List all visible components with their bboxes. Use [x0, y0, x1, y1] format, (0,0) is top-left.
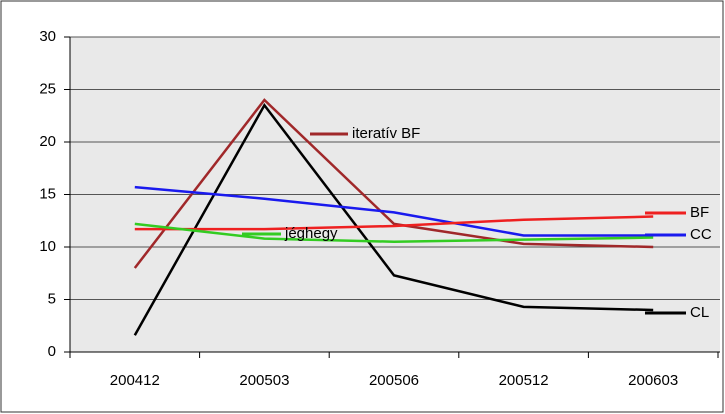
series-label: BF — [690, 204, 709, 221]
y-tick-label: 10 — [39, 238, 56, 255]
y-tick-label: 15 — [39, 185, 56, 202]
series-line — [134, 222, 654, 244]
lines — [133, 98, 654, 336]
series-line — [134, 185, 654, 237]
y-tick-label: 0 — [48, 343, 56, 360]
x-tick-label: 200503 — [239, 372, 289, 389]
series-label: iteratív BF — [352, 125, 420, 142]
x-tick-label: 200412 — [110, 372, 160, 389]
series-label: jéghegy — [284, 225, 338, 242]
series-line — [134, 215, 654, 231]
y-tick-label: 20 — [39, 133, 56, 150]
x-tick-label: 200506 — [369, 372, 419, 389]
series-label: CL — [690, 304, 709, 321]
y-tick-label: 5 — [48, 290, 56, 307]
y-tick-label: 30 — [39, 28, 56, 45]
y-tick-label: 25 — [39, 80, 56, 97]
labels: iteratív BF CL CC BF jéghegy — [242, 125, 712, 321]
series-line — [133, 98, 654, 269]
series-line — [133, 102, 654, 336]
x-tick-label: 200512 — [499, 372, 549, 389]
series-label: CC — [690, 226, 712, 243]
x-tick-label: 200603 — [628, 372, 678, 389]
